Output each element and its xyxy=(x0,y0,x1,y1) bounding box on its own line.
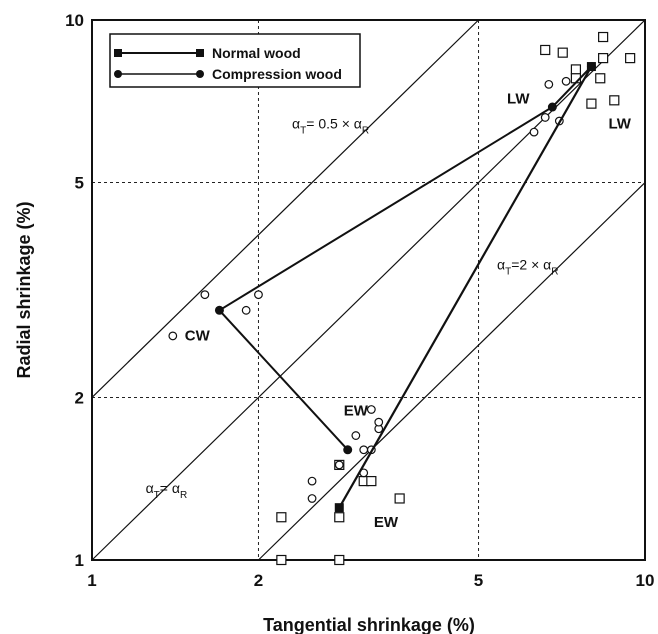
open-square-point-6 xyxy=(366,475,377,487)
open-circle-point-11 xyxy=(366,405,376,414)
legend-marker-compression-left xyxy=(114,70,122,78)
x-tick-label-0: 1 xyxy=(87,571,96,590)
point-label-lw-1: LW xyxy=(608,115,631,132)
legend-marker-normal-right xyxy=(196,49,204,57)
open-circle-point-1 xyxy=(200,290,210,300)
open-circle-point-3 xyxy=(254,290,263,300)
open-circle-point-15 xyxy=(540,113,550,122)
open-circle-point-8 xyxy=(359,445,369,455)
point-label-ew-4: EW xyxy=(374,514,399,531)
y-axis-title: Radial shrinkage (%) xyxy=(14,201,34,378)
legend-marker-normal-left xyxy=(114,49,122,57)
open-circle-point-6 xyxy=(334,460,344,470)
reference-line-label-0: αT= 0.5 × αR xyxy=(292,115,369,136)
y-tick-label-1: 2 xyxy=(75,388,84,407)
y-tick-label-2: 5 xyxy=(75,174,84,193)
plot-border xyxy=(91,19,646,561)
open-circle-point-5 xyxy=(307,494,317,503)
open-square-point-12 xyxy=(598,31,609,43)
compression-wood-line xyxy=(217,65,593,451)
open-circle-point-13 xyxy=(374,417,384,427)
legend-marker-compression-right xyxy=(196,70,204,78)
open-square-point-13 xyxy=(598,53,609,64)
open-square-point-3 xyxy=(334,554,345,566)
x-axis-title: Tangential shrinkage (%) xyxy=(263,615,475,634)
open-square-point-9 xyxy=(557,47,568,58)
open-square-point-14 xyxy=(595,73,606,84)
legend-box xyxy=(109,33,361,88)
open-square-point-0 xyxy=(276,512,287,523)
point-labels: LW LW CW EW EW xyxy=(185,91,632,532)
open-circle-point-18 xyxy=(561,76,571,86)
open-circle-point-0 xyxy=(168,331,178,341)
normal-wood-line xyxy=(338,65,593,509)
x-tick-label-1: 2 xyxy=(254,571,263,590)
open-square-point-16 xyxy=(586,98,597,109)
reference-line-labels: αT= 0.5 × αR αT= αR αT=2 × αR xyxy=(146,115,559,501)
point-label-cw-2: CW xyxy=(185,327,211,344)
legend-label-normal: Normal wood xyxy=(212,45,301,61)
normal-wood-mean-marker-0 xyxy=(334,503,344,513)
open-square-point-17 xyxy=(609,95,620,106)
point-label-lw-0: LW xyxy=(507,91,530,108)
legend: Normal wood Compression wood xyxy=(109,33,361,88)
open-circle-point-7 xyxy=(351,431,361,440)
compression-wood-mean-marker-2 xyxy=(547,102,557,112)
reference-line-2 xyxy=(258,182,646,561)
reference-line-0 xyxy=(91,19,479,398)
y-tick-label-0: 1 xyxy=(75,551,84,570)
plot-frame xyxy=(91,19,646,561)
point-label-ew-3: EW xyxy=(344,403,369,420)
open-circle-point-4 xyxy=(307,476,317,486)
compression-wood-mean-marker-1 xyxy=(214,305,224,315)
open-circle-point-14 xyxy=(529,127,539,137)
open-square-point-7 xyxy=(394,493,405,504)
open-square-point-2 xyxy=(334,512,345,523)
x-tick-label-3: 10 xyxy=(636,571,655,590)
open-square-point-10 xyxy=(570,64,582,75)
tick-labels: 1 2 5 10 1 2 5 10 xyxy=(65,11,654,590)
x-tick-label-2: 5 xyxy=(474,571,483,590)
reference-line-label-1: αT= αR xyxy=(146,480,188,501)
compression-wood-mean-marker-3 xyxy=(586,62,596,72)
trend-lines xyxy=(214,62,596,513)
y-tick-label-3: 10 xyxy=(65,11,84,30)
compression-wood-mean-marker-0 xyxy=(343,445,353,455)
open-square-point-1 xyxy=(276,554,287,566)
reference-line-label-2: αT=2 × αR xyxy=(497,257,558,278)
legend-label-compression: Compression wood xyxy=(212,66,342,82)
scatter-points xyxy=(168,31,636,566)
open-circle-point-2 xyxy=(241,305,251,315)
open-square-point-15 xyxy=(625,53,636,64)
open-square-point-8 xyxy=(540,44,551,56)
grid xyxy=(92,20,645,560)
open-circle-point-17 xyxy=(544,79,554,89)
